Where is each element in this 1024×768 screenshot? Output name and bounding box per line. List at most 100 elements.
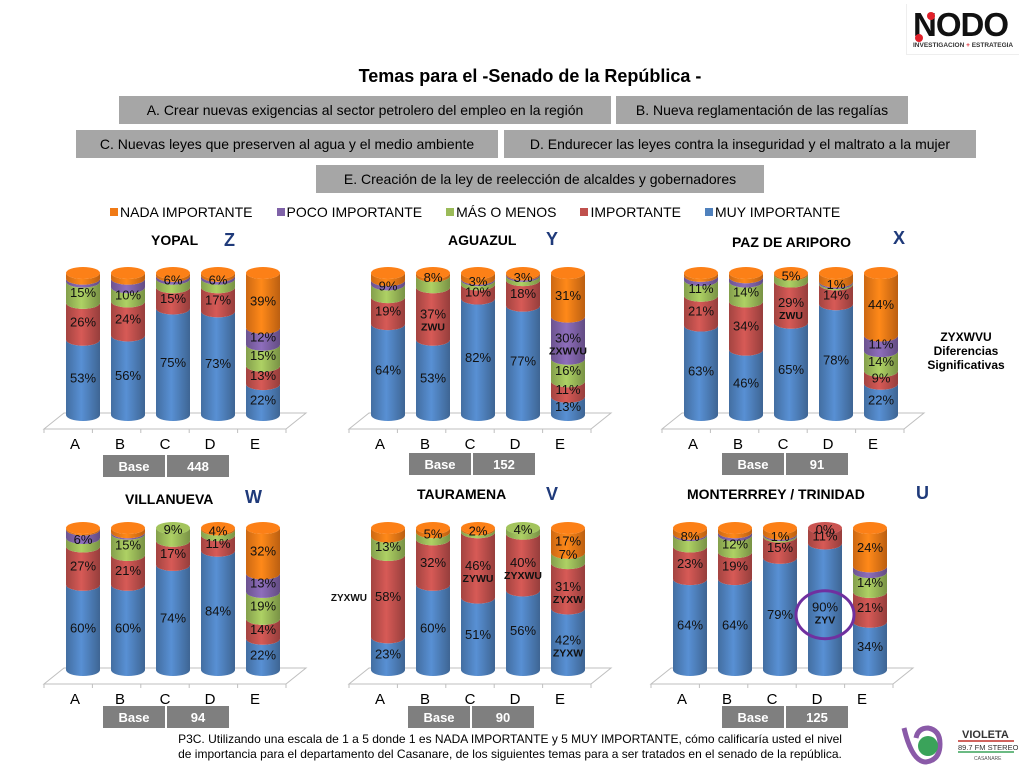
chart-code-villanueva: W bbox=[245, 487, 262, 507]
chart-floor bbox=[347, 667, 613, 685]
bar-segment-muy-importante bbox=[201, 550, 235, 676]
data-label: 42% bbox=[555, 632, 581, 647]
data-label: 19% bbox=[375, 304, 401, 319]
bar-c bbox=[774, 267, 808, 421]
data-label: 13% bbox=[250, 368, 276, 383]
category-label: A bbox=[677, 691, 687, 708]
bar-top-cap bbox=[551, 267, 585, 279]
bar-segment-poco-importante bbox=[763, 533, 797, 542]
bar-segment-nada-importante bbox=[66, 528, 100, 536]
bar-segment-mas-o-menos bbox=[853, 572, 887, 598]
bar-top-cap bbox=[506, 522, 540, 534]
data-label: 34% bbox=[857, 639, 883, 654]
data-label: 14% bbox=[250, 622, 276, 637]
nodo-logo-word: NODO bbox=[913, 6, 1009, 43]
bar-segment-muy-importante bbox=[66, 584, 100, 676]
bar-segment-importante bbox=[461, 532, 495, 604]
bar-segment-muy-importante bbox=[461, 298, 495, 421]
bar-top-cap bbox=[246, 522, 280, 534]
violeta-radio-logo: VIOLETA 89.7 FM STEREO CASANARE bbox=[901, 725, 1018, 765]
bar-c bbox=[461, 522, 495, 676]
topic-d: D. Endurecer las leyes contra la insegur… bbox=[504, 130, 976, 158]
bar-segment-mas-o-menos bbox=[246, 591, 280, 625]
bar-segment-importante bbox=[551, 381, 585, 403]
category-label: B bbox=[420, 436, 430, 453]
data-label: 14% bbox=[857, 575, 883, 590]
bar-a bbox=[371, 267, 405, 421]
bar-top-cap bbox=[673, 522, 707, 534]
bar-top-cap bbox=[684, 267, 718, 279]
data-label: 15% bbox=[160, 291, 186, 306]
bar-segment-mas-o-menos bbox=[684, 280, 718, 302]
bar-segment-nada-importante bbox=[201, 273, 235, 282]
bar-top-cap bbox=[774, 267, 808, 279]
legend-item-mas-o-menos: MÁS O MENOS bbox=[446, 204, 556, 220]
topic-b: B. Nueva reglamentación de las regalías bbox=[616, 96, 908, 124]
bar-segment-muy-importante bbox=[853, 621, 887, 676]
bar-top-cap bbox=[371, 267, 405, 279]
nodo-logo-tagline: INVESTIGACION + ESTRATEGIA bbox=[913, 42, 1014, 49]
bar-segment-nada-importante bbox=[246, 273, 280, 334]
legend-item-muy: MUY IMPORTANTE bbox=[704, 204, 840, 220]
data-label: 22% bbox=[250, 393, 276, 408]
data-label: 37% bbox=[420, 306, 446, 321]
bar-segment-mas-o-menos bbox=[416, 275, 450, 294]
bar-top-cap bbox=[819, 267, 853, 279]
chart-floor bbox=[42, 412, 308, 430]
bar-segment-nada-importante bbox=[156, 273, 190, 282]
bar-segment-mas-o-menos bbox=[864, 351, 898, 377]
data-label: 11% bbox=[555, 382, 580, 397]
bar-segment-muy-importante bbox=[808, 543, 842, 676]
base-value: 152 bbox=[473, 453, 535, 475]
category-label: C bbox=[778, 436, 789, 453]
bar-segment-muy-importante bbox=[551, 396, 585, 421]
bar-segment-muy-importante bbox=[673, 579, 707, 676]
bar-segment-importante bbox=[506, 533, 540, 597]
data-label: 19% bbox=[722, 559, 748, 574]
bar-b bbox=[718, 522, 752, 676]
data-label: 60% bbox=[115, 620, 141, 635]
bar-segment-mas-o-menos bbox=[201, 278, 235, 294]
bar-segment-importante bbox=[156, 287, 190, 315]
bar-segment-muy-importante bbox=[506, 305, 540, 421]
bar-segment-importante bbox=[718, 552, 752, 586]
bar-segment-muy-importante bbox=[774, 322, 808, 421]
significance-annotation: ZWU bbox=[421, 321, 445, 333]
data-label: 65% bbox=[778, 362, 804, 377]
bar-segment-mas-o-menos bbox=[201, 529, 235, 542]
significance-annotation: ZYXWU bbox=[331, 593, 367, 604]
data-label: 73% bbox=[205, 356, 231, 371]
data-label: 22% bbox=[250, 647, 276, 662]
bar-segment-nada-importante bbox=[111, 528, 145, 539]
bar-segment-mas-o-menos bbox=[506, 275, 540, 287]
category-label: A bbox=[688, 436, 698, 453]
bar-segment-nada-importante bbox=[718, 528, 752, 539]
data-label: 6% bbox=[74, 532, 93, 547]
chart-title-aguazul: AGUAZUL bbox=[448, 232, 517, 248]
logo-dot-icon bbox=[927, 12, 935, 20]
data-label: 11% bbox=[868, 336, 893, 351]
data-label: 3% bbox=[514, 270, 533, 285]
significance-annotation: ZYXW bbox=[553, 594, 583, 606]
bar-top-cap bbox=[246, 267, 280, 279]
logo-dot-icon bbox=[915, 34, 923, 42]
bar-segment-importante bbox=[111, 554, 145, 591]
bar-segment-importante bbox=[66, 302, 100, 346]
bar-segment-muy-importante bbox=[111, 584, 145, 676]
bar-segment-muy-importante bbox=[246, 384, 280, 421]
bar-segment-poco-importante bbox=[853, 566, 887, 579]
bar-segment-mas-o-menos bbox=[66, 281, 100, 309]
data-label: 56% bbox=[510, 623, 536, 638]
bar-segment-poco-importante bbox=[246, 327, 280, 351]
bar-segment-importante bbox=[371, 297, 405, 331]
category-label: C bbox=[465, 691, 476, 708]
violeta-name: VIOLETA bbox=[962, 729, 1009, 741]
data-label: 12% bbox=[250, 329, 276, 344]
category-label: D bbox=[812, 691, 823, 708]
category-label: C bbox=[767, 691, 778, 708]
data-label: 64% bbox=[375, 363, 401, 378]
base-box-monterrey: Base 125 bbox=[722, 706, 848, 728]
data-label: 75% bbox=[160, 355, 186, 370]
chart-title-yopal: YOPAL bbox=[151, 232, 199, 248]
category-label: C bbox=[160, 436, 171, 453]
